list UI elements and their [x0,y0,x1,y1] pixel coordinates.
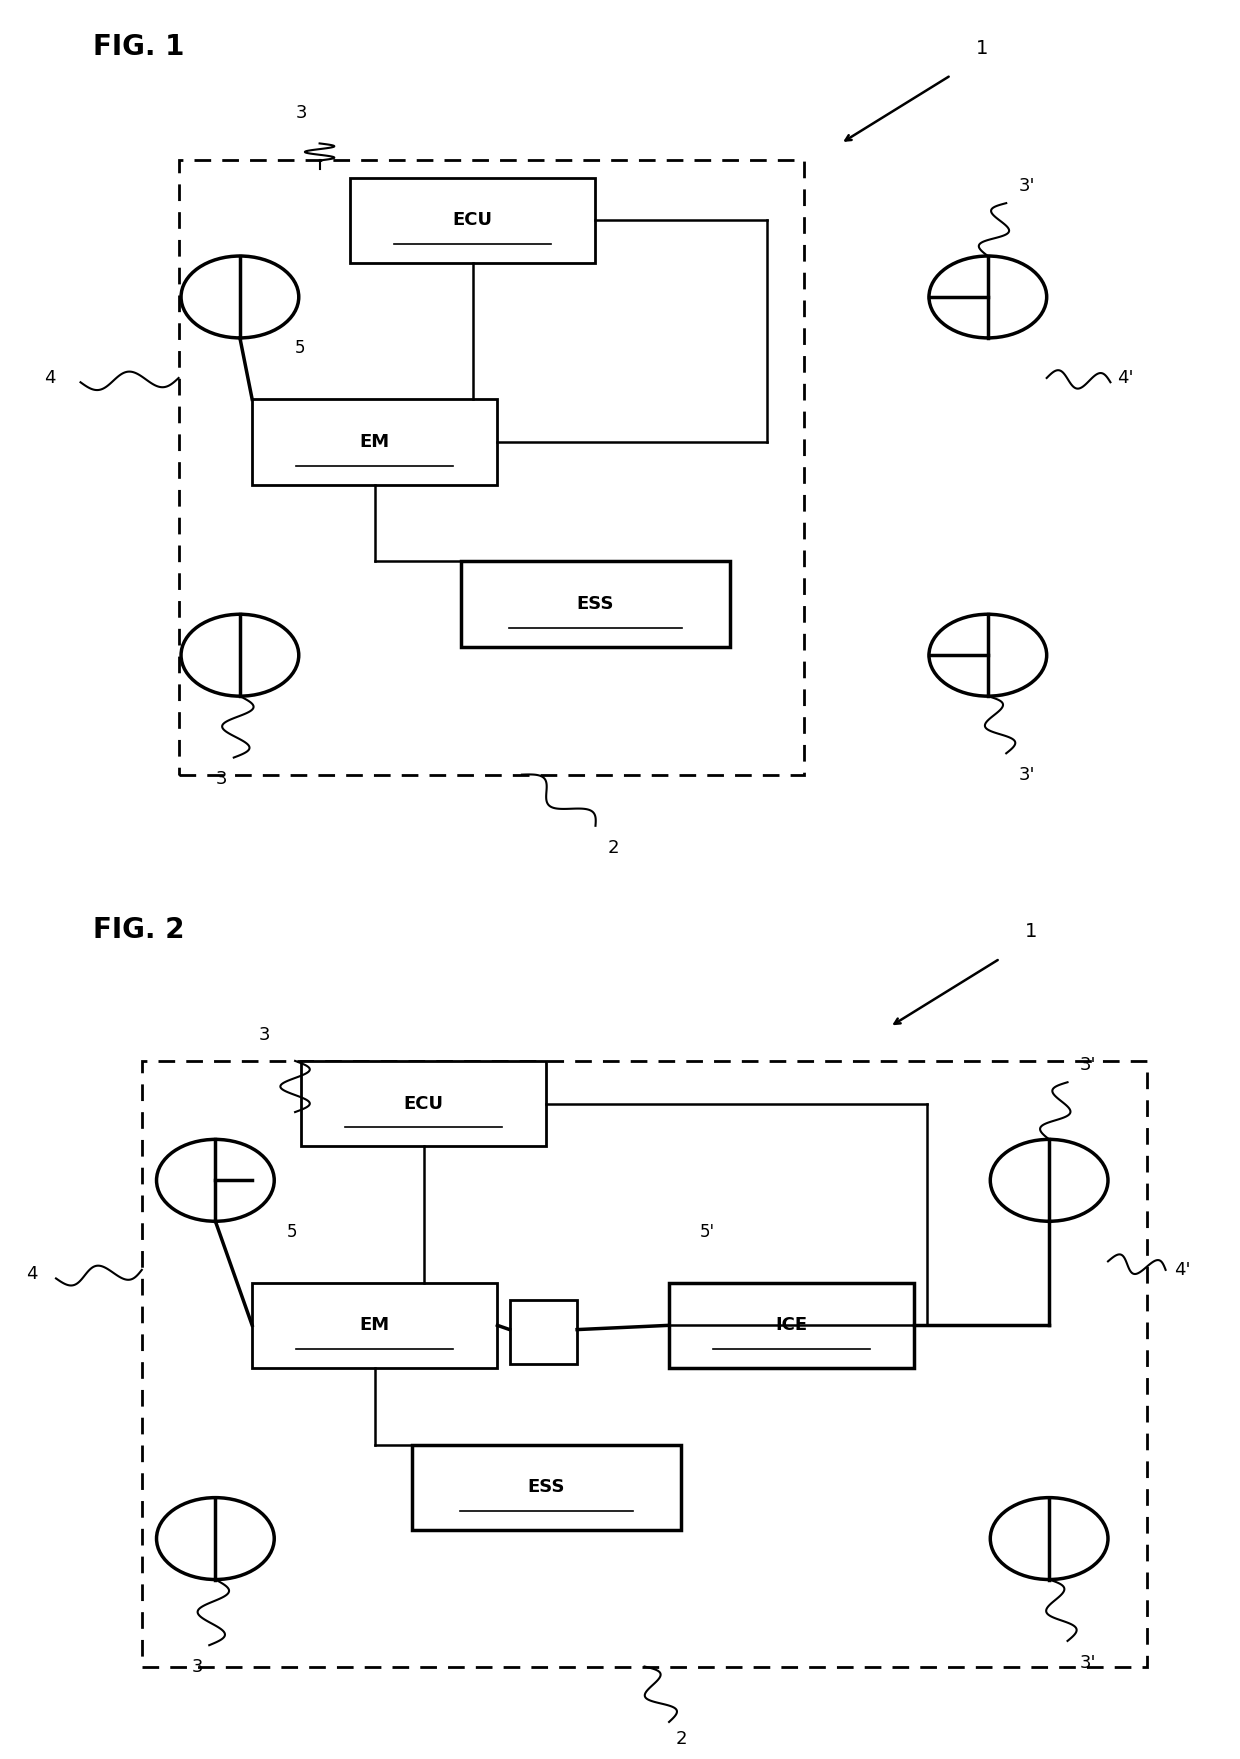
FancyBboxPatch shape [252,399,497,485]
Text: 1: 1 [1024,922,1037,941]
Text: 1: 1 [976,39,988,58]
Text: 5: 5 [295,339,305,357]
FancyBboxPatch shape [460,561,730,647]
Text: 5': 5' [699,1223,714,1240]
Text: 3: 3 [296,104,308,121]
Text: 3: 3 [259,1025,270,1043]
Text: ESS: ESS [577,595,614,614]
Text: FIG. 1: FIG. 1 [93,32,185,60]
Text: 3: 3 [191,1659,203,1676]
Text: ESS: ESS [528,1478,565,1497]
FancyBboxPatch shape [252,1282,497,1369]
Text: 3: 3 [216,770,227,788]
Text: FIG. 2: FIG. 2 [93,916,185,945]
Text: 3': 3' [1080,1653,1096,1671]
FancyBboxPatch shape [510,1300,577,1363]
Text: 4: 4 [26,1265,37,1282]
Text: 4: 4 [45,369,56,387]
Text: 2: 2 [608,839,619,857]
Text: 3': 3' [1018,767,1035,785]
FancyBboxPatch shape [350,178,595,262]
Text: ICE: ICE [775,1316,807,1335]
Text: EM: EM [360,433,389,450]
Text: EM: EM [360,1316,389,1335]
Text: 4': 4' [1116,369,1133,387]
Text: ECU: ECU [404,1094,444,1112]
Text: 3': 3' [1018,176,1035,195]
Text: 3': 3' [1080,1055,1096,1073]
FancyBboxPatch shape [670,1282,914,1369]
FancyBboxPatch shape [412,1444,681,1530]
FancyBboxPatch shape [301,1061,547,1147]
Text: ECU: ECU [453,211,492,229]
Text: 2: 2 [675,1731,687,1748]
Text: 4': 4' [1174,1261,1190,1279]
Text: 5: 5 [286,1223,298,1240]
